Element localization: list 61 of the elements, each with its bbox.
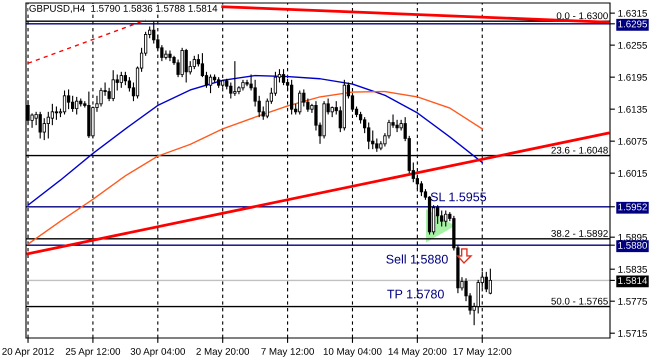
candlestick (367, 122, 370, 150)
candlestick (66, 88, 70, 110)
candlestick (298, 90, 302, 116)
y-tick-label: 1.6255 (618, 42, 647, 49)
x-tick-label: 14 May 20:00 (388, 348, 446, 357)
candlestick (38, 111, 42, 140)
annotation: SL 1.5955 (430, 192, 486, 202)
annotation: Sell 1.5880 (386, 254, 448, 264)
candlestick (444, 210, 448, 228)
x-tick-label: 25 Apr 12:00 (66, 348, 120, 357)
candlestick (168, 50, 172, 62)
y-tick-label: 1.6295 (618, 20, 647, 28)
candlestick (164, 50, 168, 60)
candlestick (120, 71, 123, 88)
candlestick (282, 68, 286, 86)
y-tick-label: 1.6315 (618, 10, 647, 17)
candlestick (208, 74, 212, 94)
annotation: 38.2 - 1.5892 (551, 230, 608, 237)
candlestick (217, 76, 220, 88)
y-tick-label: 1.6015 (618, 170, 647, 177)
annotation: 0.0 - 1.6300 (556, 12, 608, 20)
y-tick-label: 1.5775 (618, 298, 647, 305)
annotation: TP 1.5780 (387, 290, 444, 298)
candlestick (99, 87, 103, 108)
y-tick-label: 1.6075 (618, 138, 647, 145)
annotation: 23.6 - 1.6048 (551, 146, 608, 154)
candlestick (233, 60, 236, 96)
y-tick-label: 1.6135 (618, 106, 647, 113)
x-tick-label: 2 May 20:00 (196, 348, 250, 357)
candlestick (488, 268, 492, 295)
candlestick (71, 95, 74, 112)
y-tick-label: 1.5895 (618, 234, 647, 241)
candlestick (358, 111, 362, 124)
candlestick (229, 82, 232, 100)
candlestick (371, 130, 374, 150)
y-tick-label: 1.5715 (618, 330, 647, 337)
y-tick-label: 1.6195 (618, 74, 647, 81)
x-tick-label: 30 Apr 04:00 (130, 348, 185, 357)
candlestick (440, 210, 444, 228)
x-tick-label: 17 May 12:00 (454, 348, 512, 357)
candlestick (54, 106, 58, 120)
annotation: 50.0 - 1.5765 (551, 298, 608, 305)
x-tick-label: 7 May 12:00 (261, 348, 314, 357)
y-tick-label: 1.5814 (618, 277, 648, 284)
x-tick-label: 10 May 04:00 (324, 348, 382, 357)
candlestick (46, 111, 50, 140)
candlestick (62, 90, 66, 116)
chart-title: GBPUSD,H4 1.5790 1.5836 1.5788 1.5814 (29, 4, 218, 13)
candlestick (42, 118, 46, 141)
candlestick (241, 79, 245, 92)
y-tick-label: 1.5835 (618, 266, 647, 273)
candlestick (75, 96, 78, 116)
candlestick (112, 70, 115, 102)
candlestick (128, 76, 132, 92)
candlestick (184, 48, 188, 84)
candlestick (395, 119, 399, 133)
candlestick (420, 180, 424, 197)
candlestick (124, 71, 127, 86)
x-tick-label: 20 Apr 2012 (2, 348, 54, 357)
y-tick-label: 1.5952 (618, 204, 647, 210)
y-tick-label: 1.5880 (618, 242, 647, 249)
